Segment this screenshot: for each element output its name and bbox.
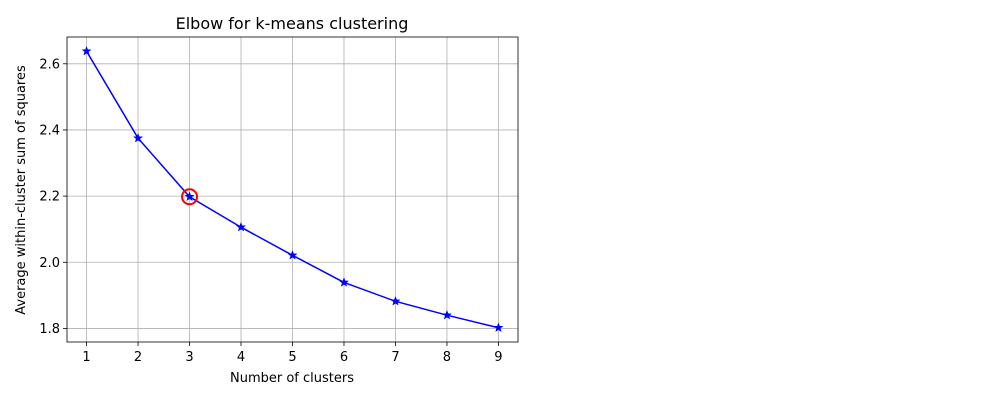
data-point-marker [287,250,298,260]
y-tick-label: 2.2 [39,190,60,205]
y-tick-label: 1.8 [39,322,60,337]
x-tick-label: 4 [237,350,245,365]
x-tick-label: 2 [134,350,142,365]
y-tick-label: 2.0 [39,256,60,271]
plot-frame [66,36,519,343]
data-point-marker [441,309,453,320]
data-point-marker [338,277,350,287]
x-tick-label: 8 [443,350,451,365]
y-tick-label: 2.6 [39,57,60,72]
x-tick-label: 5 [288,350,296,365]
x-tick-label: 7 [391,350,399,365]
data-point-marker [493,322,504,333]
y-tick-label: 2.4 [39,123,60,138]
data-point-marker [184,191,195,202]
data-point-marker [132,132,144,143]
data-point-marker [235,221,247,232]
x-tick-label: 1 [82,350,90,365]
x-tick-label: 6 [340,350,348,365]
chart-title: Elbow for k-means clustering [176,14,409,33]
data-point-marker [390,295,401,306]
data-point-marker [81,45,92,56]
x-tick-label: 9 [494,350,502,365]
x-axis-label: Number of clusters [230,371,354,386]
elbow-highlight-circle [181,188,199,206]
x-tick-label: 3 [185,350,193,365]
y-axis-label: Average within-cluster sum of squares [14,65,29,315]
